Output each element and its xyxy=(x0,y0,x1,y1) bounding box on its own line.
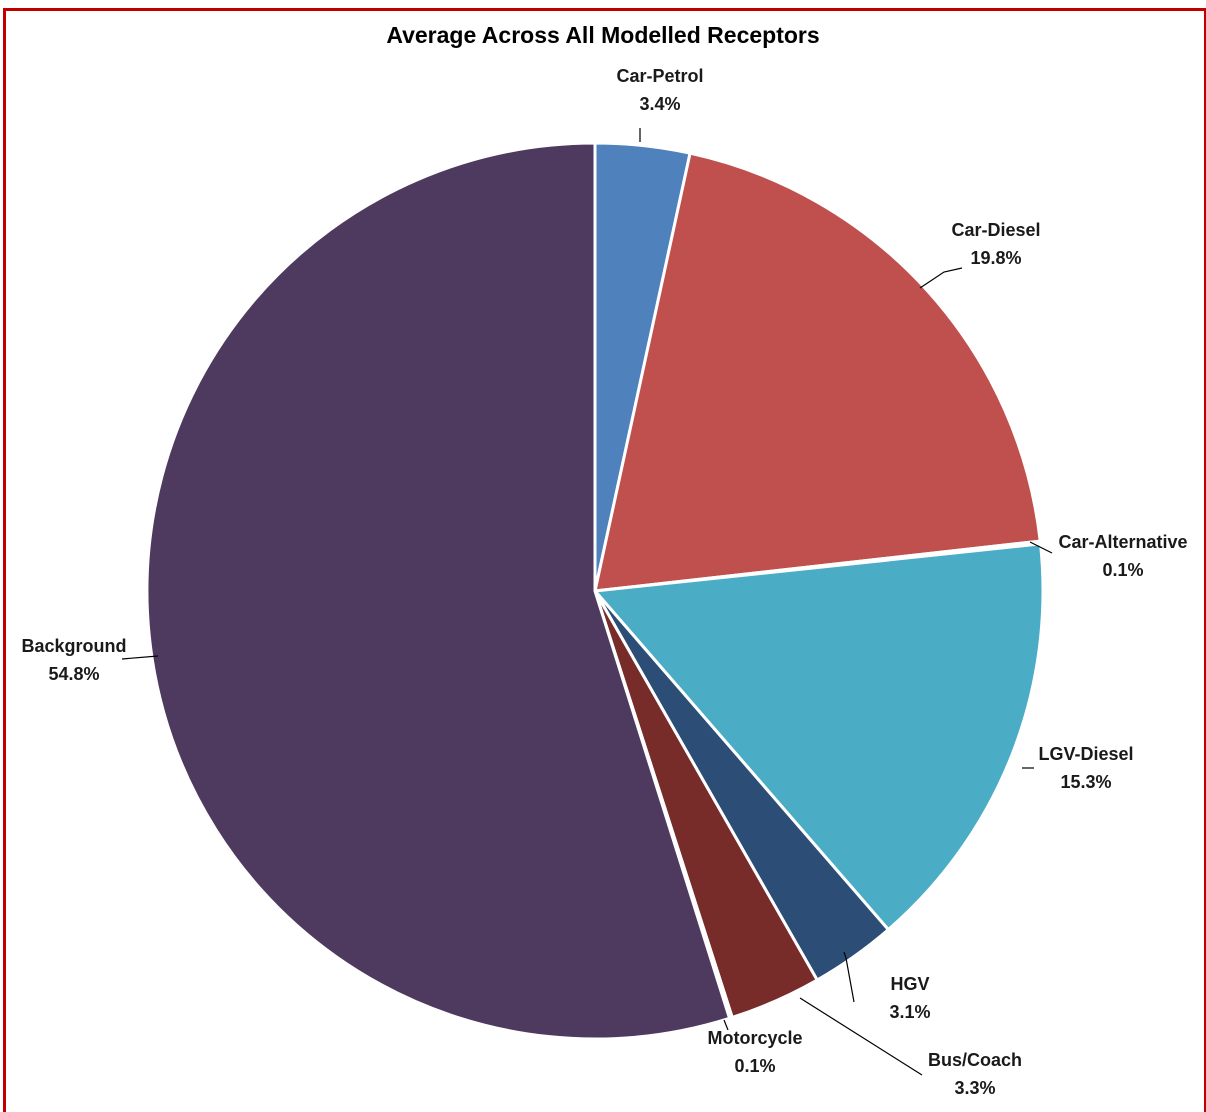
leader-line-motorcycle xyxy=(723,1019,729,1031)
slice-value-lgv-diesel: 15.3% xyxy=(1060,772,1111,792)
chart-title: Average Across All Modelled Receptors xyxy=(386,22,820,48)
slice-value-motorcycle: 0.1% xyxy=(734,1056,775,1076)
slice-label-background: Background xyxy=(21,636,126,656)
slice-value-background: 54.8% xyxy=(48,664,99,684)
slice-value-hgv: 3.1% xyxy=(889,1002,930,1022)
slice-value-car-petrol: 3.4% xyxy=(639,94,680,114)
pie-slice-car-diesel xyxy=(593,151,1042,593)
slice-label-car-alternative: Car-Alternative xyxy=(1058,532,1187,552)
leader-line-car-alternative xyxy=(1029,541,1053,554)
pie-slice-lgv-diesel xyxy=(593,542,1045,932)
slice-label-hgv: HGV xyxy=(890,974,929,994)
slice-label-car-diesel: Car-Diesel xyxy=(951,220,1040,240)
leader-line-background xyxy=(121,655,159,660)
slice-label-bus-coach: Bus/Coach xyxy=(928,1050,1022,1070)
slice-value-bus-coach: 3.3% xyxy=(954,1078,995,1098)
leader-line-bus-coach xyxy=(799,997,923,1076)
pie-slice-background xyxy=(145,141,732,1041)
slice-label-motorcycle: Motorcycle xyxy=(707,1028,802,1048)
slice-value-car-diesel: 19.8% xyxy=(970,248,1021,268)
slice-value-car-alternative: 0.1% xyxy=(1102,560,1143,580)
slice-label-lgv-diesel: LGV-Diesel xyxy=(1038,744,1133,764)
slice-label-car-petrol: Car-Petrol xyxy=(616,66,703,86)
leader-line-car-diesel xyxy=(919,267,963,289)
leader-line-hgv xyxy=(843,951,855,1003)
